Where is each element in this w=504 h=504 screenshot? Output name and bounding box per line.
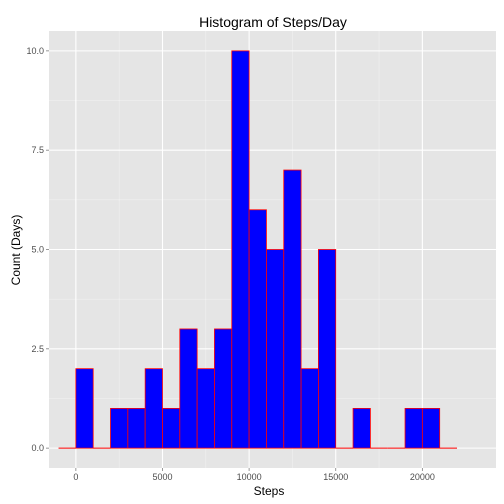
x-tick-label: 5000 (152, 472, 172, 482)
histogram-bar (266, 249, 285, 449)
chart-title: Histogram of Steps/Day (199, 14, 347, 30)
y-tick-label: 0.0 (31, 443, 44, 453)
x-tick-label: 15000 (323, 472, 348, 482)
x-axis-ticks: 0 5000 10000 15000 20000 (73, 468, 435, 482)
x-tick-label: 20000 (410, 472, 435, 482)
histogram-bar (196, 368, 215, 449)
histogram-bar (179, 328, 198, 449)
x-tick-label: 10000 (237, 472, 262, 482)
histogram-bar (352, 408, 371, 449)
y-tick-label: 10.0 (26, 46, 44, 56)
histogram-bar (127, 408, 146, 449)
y-tick-label: 5.0 (31, 245, 44, 255)
histogram-bar (283, 169, 302, 449)
histogram-bar (231, 50, 250, 449)
histogram-bar (421, 408, 441, 449)
y-axis-title: Count (Days) (9, 215, 23, 286)
x-axis-title: Steps (254, 484, 285, 498)
histogram-bar (404, 408, 423, 449)
y-axis-ticks: 0.0 2.5 5.0 7.5 10.0 (26, 46, 49, 453)
histogram-bar (110, 408, 129, 449)
x-tick-label: 0 (73, 472, 78, 482)
histogram-bar (144, 368, 163, 449)
histogram-bar (318, 249, 337, 449)
histogram-bar (300, 368, 319, 449)
histogram-bar (75, 368, 94, 449)
y-tick-label: 7.5 (31, 145, 44, 155)
histogram-bar (162, 408, 181, 449)
y-tick-label: 2.5 (31, 344, 44, 354)
histogram-bar (248, 209, 267, 449)
histogram-bar (214, 328, 233, 449)
histogram-bars (58, 50, 458, 449)
